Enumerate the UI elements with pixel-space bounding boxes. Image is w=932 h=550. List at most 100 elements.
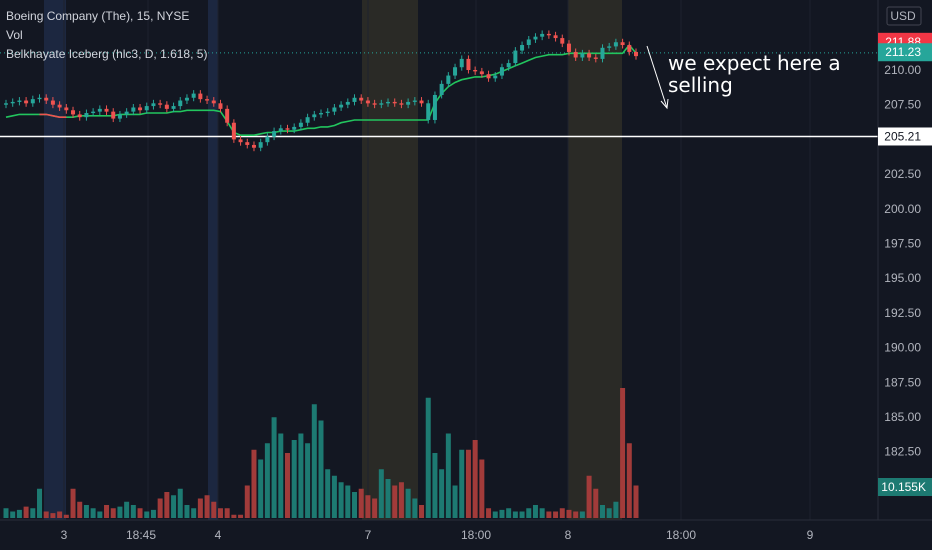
candle-body (97, 108, 102, 112)
candle-body (124, 111, 129, 115)
candle-body (553, 35, 558, 39)
candle-body (111, 111, 116, 119)
price-tick-label: 185.00 (884, 410, 921, 424)
candle-body (432, 94, 437, 120)
volume-bar (539, 508, 545, 518)
candle-body (540, 33, 545, 37)
candle-body (332, 107, 337, 112)
volume-bar (258, 459, 264, 518)
candle-body (164, 104, 169, 109)
volume-bar (130, 505, 136, 518)
annotation-text[interactable]: we expect here a selling (668, 52, 858, 96)
candle-body (131, 107, 136, 112)
candle-body (620, 42, 625, 46)
candle-body (84, 113, 89, 118)
candlesticks (4, 30, 638, 152)
last-price-tag-bg (878, 43, 932, 62)
candle-body (292, 126, 297, 130)
candle-body (37, 97, 42, 100)
candle-body (225, 108, 230, 123)
volume-bar (599, 505, 605, 518)
time-axis-bg (0, 520, 932, 550)
annotation-arrow (646, 45, 669, 110)
candle-body (486, 74, 491, 79)
volume-bar (110, 508, 116, 518)
level-price-tag-bg (878, 127, 932, 146)
volume-bar (553, 511, 559, 518)
volume-bar (419, 505, 425, 518)
candle-body (158, 103, 163, 105)
candle-body (64, 107, 69, 111)
candle-body (251, 144, 256, 148)
candle-body (513, 50, 518, 64)
annotation-line-2: selling (668, 73, 733, 97)
candle-body (566, 43, 571, 52)
annotation-arrow-line (646, 45, 668, 109)
symbol-title[interactable]: Boeing Company (The), 15, NYSE (6, 9, 190, 23)
volume-bar (23, 506, 29, 518)
candle-body (198, 93, 203, 100)
candle-body (613, 42, 618, 47)
volume-bar (358, 488, 364, 518)
price-tick-label: 207.50 (884, 98, 921, 112)
volume-bar (593, 488, 599, 518)
volume-bar (3, 508, 9, 518)
candle-body (104, 108, 109, 112)
volume-bar (63, 514, 69, 518)
volume-bar (157, 498, 163, 518)
volume-bar (365, 495, 371, 518)
volume-bar (345, 485, 351, 518)
volume-bar (586, 475, 592, 518)
candle-body (446, 75, 451, 84)
volume-bars (3, 388, 639, 518)
candle-body (546, 33, 551, 36)
volume-bar (305, 443, 311, 518)
volume-bar (338, 482, 344, 518)
volume-indicator-label[interactable]: Vol (6, 28, 23, 42)
candle-body (218, 103, 223, 109)
candle-body (365, 100, 370, 104)
horizontal-level (0, 52, 878, 138)
candle-body (238, 139, 243, 143)
volume-bar (445, 433, 451, 518)
candle-body (57, 104, 62, 108)
volume-bar (104, 505, 110, 518)
candle-body (265, 136, 270, 143)
price-axis-bg (878, 0, 932, 550)
volume-bar (559, 508, 565, 518)
volume-bar (633, 485, 639, 518)
iceberg-line-red-segment (39, 113, 67, 118)
volume-bar (452, 485, 458, 518)
volume-bar (526, 508, 532, 518)
volume-bar (546, 511, 552, 518)
volume-bar (398, 482, 404, 518)
session-band (44, 0, 66, 520)
candle-body (560, 38, 565, 44)
price-tick-label: 210.00 (884, 63, 921, 77)
candle-body (117, 114, 122, 119)
volume-bar (238, 514, 244, 518)
volume-bar (465, 449, 471, 518)
candle-body (573, 51, 578, 58)
volume-bar (352, 492, 358, 518)
candle-body (499, 67, 504, 76)
time-tick-label: 7 (365, 528, 372, 542)
volume-bar (10, 511, 16, 518)
candle-body (50, 100, 55, 105)
volume-bar (566, 509, 572, 518)
volume-bar (16, 509, 22, 518)
candle-body (493, 75, 498, 79)
iceberg-indicator-label[interactable]: Belkhayate Iceberg (hlc3, D, 1.618, 5) (6, 47, 208, 61)
volume-bar (50, 513, 56, 518)
candle-body (278, 128, 283, 132)
volume-bar (291, 440, 297, 518)
time-tick-label: 4 (215, 528, 222, 542)
volume-bar (177, 488, 183, 518)
time-tick-label: 18:00 (666, 528, 696, 542)
volume-bar (479, 459, 485, 518)
volume-bar (325, 469, 331, 518)
annotation-line-1: we expect here a (668, 51, 841, 75)
volume-bar (97, 511, 103, 518)
